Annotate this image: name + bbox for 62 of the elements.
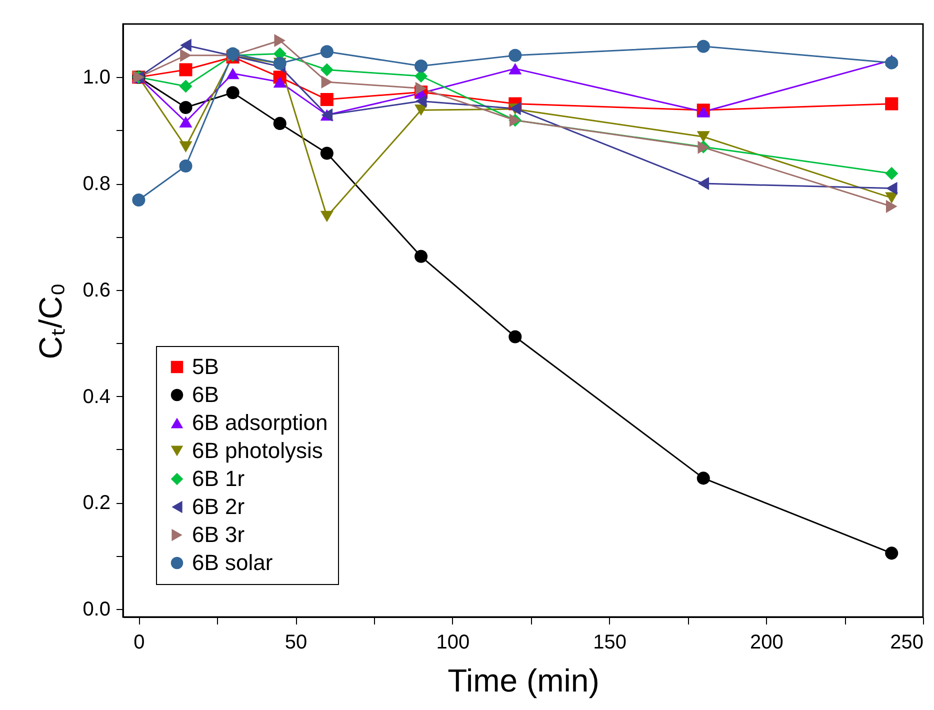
legend-label: 6B photolysis (192, 438, 323, 463)
x-tick-label: 150 (593, 632, 626, 654)
y-tick-label: 0.8 (82, 173, 110, 196)
point (179, 116, 192, 128)
point (508, 48, 522, 62)
point (226, 86, 240, 100)
x-axis-title: Time (min) (448, 662, 600, 698)
point (696, 40, 710, 53)
point (320, 45, 334, 58)
point (698, 177, 710, 190)
legend-label: 5B (192, 354, 219, 379)
legend-label: 6B 1r (192, 466, 245, 491)
point (696, 131, 710, 142)
point (179, 63, 192, 76)
point (179, 100, 192, 114)
point (180, 38, 192, 52)
point (132, 194, 146, 207)
point (415, 94, 427, 108)
point (320, 210, 334, 222)
point (414, 60, 428, 73)
point (321, 75, 333, 88)
legend-label: 6B 3r (192, 522, 245, 547)
y-tick-label: 0.0 (82, 598, 110, 621)
x-tick-label: 200 (750, 632, 784, 654)
legend-label: 6B adsorption (192, 410, 328, 435)
point (885, 97, 898, 110)
point (179, 159, 192, 173)
point (226, 68, 240, 80)
point (179, 80, 192, 93)
point (885, 166, 898, 180)
y-tick-label: 0.4 (82, 386, 110, 408)
x-tick-label: 100 (436, 632, 470, 654)
point (179, 141, 192, 152)
point (696, 106, 710, 118)
point (415, 82, 427, 95)
legend-label: 6B solar (192, 550, 273, 575)
y-tick-label: 0.2 (82, 492, 110, 514)
y-tick-label: 1.0 (82, 66, 110, 89)
point (414, 104, 428, 116)
point (885, 56, 898, 70)
point (508, 63, 522, 74)
point (886, 182, 898, 195)
point (320, 93, 334, 106)
point (885, 192, 898, 204)
point (508, 330, 522, 344)
point (696, 472, 710, 485)
y-tick-label: 0.6 (82, 279, 110, 302)
y-axis-title: Cₜ/C₀ (32, 282, 69, 360)
x-tick-label: 250 (890, 632, 924, 654)
point (414, 250, 428, 263)
point (320, 146, 334, 160)
point (320, 63, 334, 76)
x-tick-label: 50 (284, 632, 308, 654)
legend-label: 6B (192, 382, 219, 407)
point (885, 546, 898, 560)
point (274, 34, 286, 48)
point (180, 48, 192, 62)
point (886, 200, 898, 213)
point (273, 76, 286, 88)
x-tick-label: 0 (134, 632, 145, 654)
point (273, 116, 286, 130)
legend-label: 6B 2r (192, 494, 245, 519)
